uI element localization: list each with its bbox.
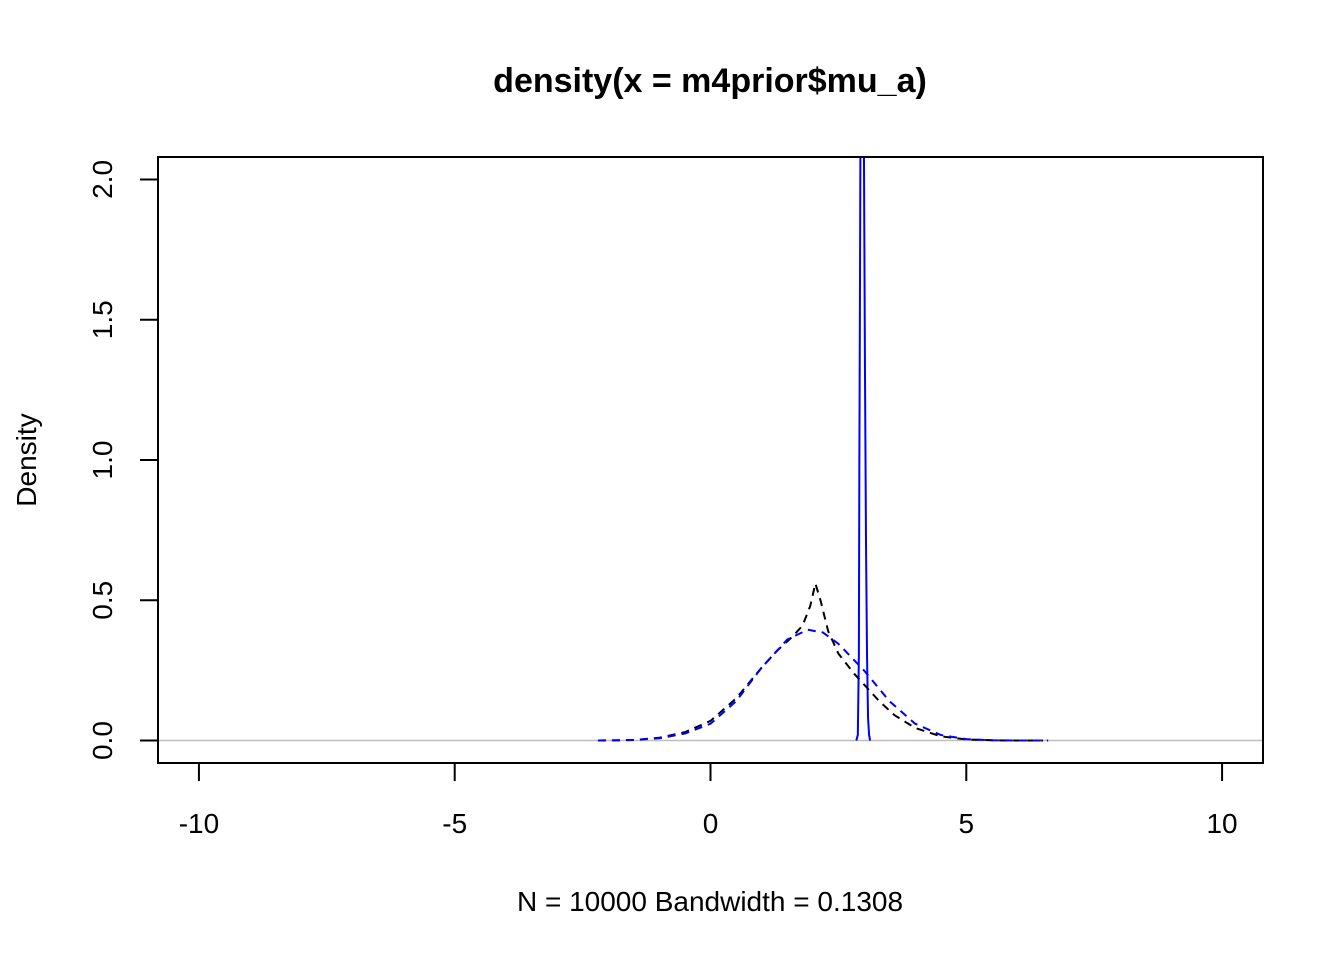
x-axis: -10 -5 0 5 10 (179, 762, 1238, 839)
series-line-2 (597, 582, 1044, 742)
series-line-1 (855, 157, 872, 741)
x-tick-label: 10 (1206, 808, 1237, 839)
y-tick-label: 1.0 (87, 441, 118, 480)
plot-frame (157, 156, 1264, 764)
y-axis-label: Density (11, 413, 42, 506)
y-tick-label: 0.5 (87, 581, 118, 620)
y-tick-label: 2.0 (87, 160, 118, 199)
series-line-3 (597, 628, 1049, 742)
x-tick-label: -5 (442, 808, 467, 839)
x-tick-label: -10 (179, 808, 219, 839)
series-layer (597, 157, 1049, 742)
x-tick-label: 0 (703, 808, 719, 839)
x-axis-label: N = 10000 Bandwidth = 0.1308 (517, 886, 903, 917)
x-tick-label: 5 (958, 808, 974, 839)
y-axis: 0.0 0.5 1.0 1.5 2.0 (87, 160, 159, 760)
y-tick-label: 0.0 (87, 721, 118, 760)
chart-title: density(x = m4prior$mu_a) (493, 62, 927, 100)
y-tick-label: 1.5 (87, 300, 118, 339)
